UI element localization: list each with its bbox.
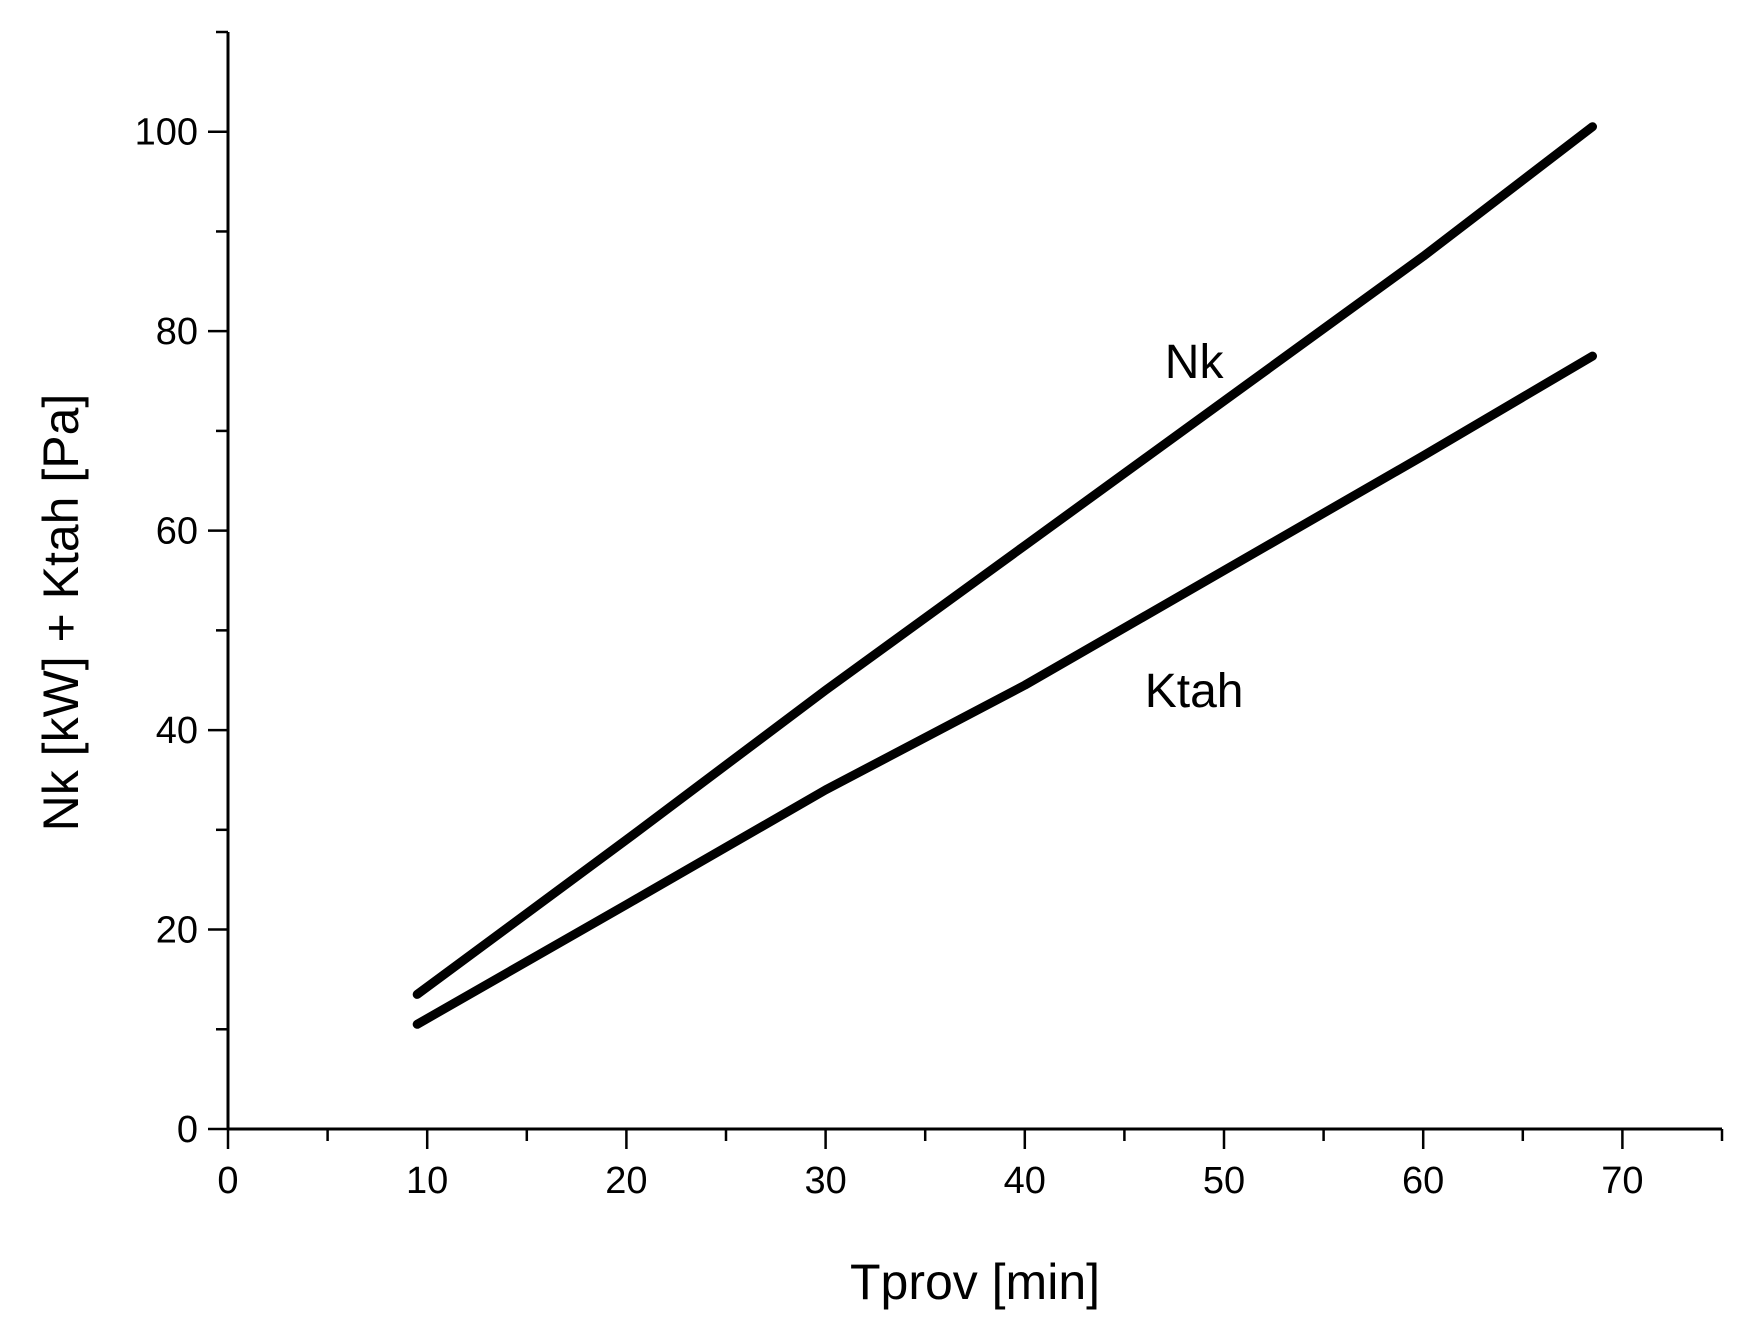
- y-tick-label: 20: [156, 910, 198, 952]
- x-tick-label: 60: [1402, 1160, 1444, 1202]
- x-tick-label: 70: [1601, 1160, 1643, 1202]
- y-tick-label: 0: [177, 1109, 198, 1151]
- series-label-ktah: Ktah: [1145, 665, 1244, 718]
- y-tick-label: 40: [156, 710, 198, 752]
- x-tick-label: 40: [1004, 1160, 1046, 1202]
- x-tick-label: 0: [217, 1160, 238, 1202]
- y-tick-label: 60: [156, 511, 198, 553]
- series-lines: [412, 122, 1597, 1029]
- x-axis-label: Tprov [min]: [850, 1254, 1100, 1310]
- ticks: 0 10 20 30 40 50 60 70 0 20 40 60 80 100: [135, 30, 1724, 1202]
- x-tick-label: 20: [605, 1160, 647, 1202]
- x-tick-label: 30: [804, 1160, 846, 1202]
- axes: [226, 32, 1722, 1131]
- x-tick-label: 50: [1203, 1160, 1245, 1202]
- y-tick-label: 80: [156, 311, 198, 353]
- series-line-ktah: [412, 351, 1597, 1029]
- y-tick-label: 100: [135, 112, 198, 154]
- y-axis-label: Nk [kW] + Ktah [Pa]: [33, 394, 89, 832]
- series-label-nk: Nk: [1165, 336, 1225, 389]
- series-line-nk: [412, 122, 1597, 999]
- x-tick-label: 10: [406, 1160, 448, 1202]
- labels: Tprov [min] Nk [kW] + Ktah [Pa] Nk Ktah: [33, 336, 1243, 1310]
